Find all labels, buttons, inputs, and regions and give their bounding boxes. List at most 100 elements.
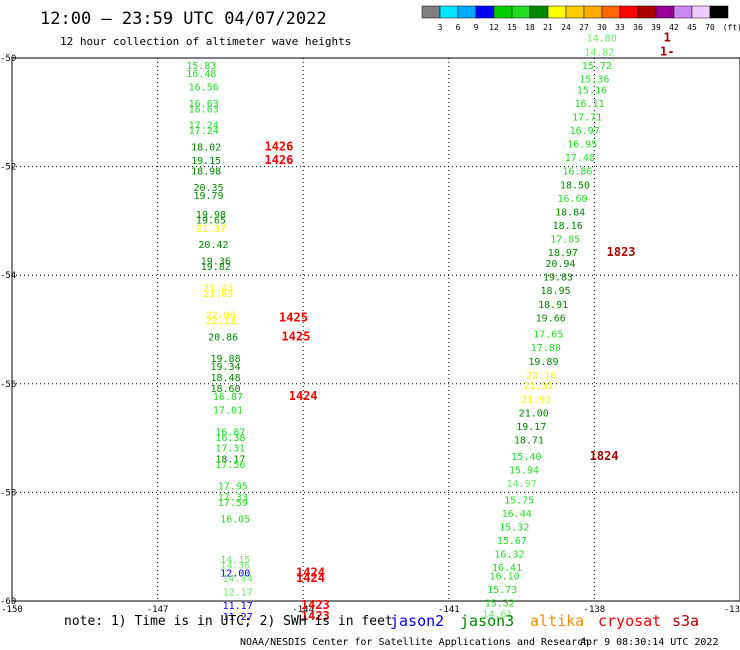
wave-height-label: 15.73 [487,585,517,596]
wave-height-label: 15.83 [186,61,216,72]
wave-height-label: 18.84 [555,207,585,218]
pass-time-labels: 1426142614251425142414241424142314231823… [264,31,674,623]
satellite-name-altika: altika [530,612,584,630]
color-swatch [583,5,603,19]
color-scale-label: 6 [456,23,461,32]
wave-height-label: 19.79 [194,191,224,202]
color-scale-label: 33 [615,23,625,32]
wave-height-label: 15.32 [499,522,529,533]
color-scale-label: 70 [705,23,715,32]
color-swatch [547,5,567,19]
pass-time-label: 1 [664,31,671,45]
y-tick-label: -52 [0,163,16,173]
wave-height-label: 17.31 [215,444,245,455]
wave-height-label: 16.95 [567,140,597,151]
wave-height-label: 19.66 [536,313,566,324]
color-scale-label: 3 [438,23,443,32]
wave-height-label: 18.50 [560,180,590,191]
wave-height-label: 22.06 [206,311,236,322]
chart-title: 12:00 – 23:59 UTC 04/07/2022 [40,9,327,29]
wave-height-label: 16.44 [502,509,532,520]
pass-time-label: 1824 [590,449,619,463]
wave-height-label: 18.48 [210,373,240,384]
wave-height-label: 17.80 [531,343,561,354]
x-tick-label: -150 [1,605,23,615]
wave-height-label: 16.56 [189,83,219,94]
pass-time-label: 1424 [289,389,318,403]
color-scale-label: 15 [507,23,517,32]
wave-height-label: 14.82 [584,47,614,58]
color-scale-unit: (ft) [723,23,740,32]
wave-height-label: 16.11 [574,99,604,110]
wave-height-label: 16.32 [494,550,524,561]
wave-height-label: 14.97 [507,479,537,490]
wave-height-label: 17.95 [218,482,248,493]
x-tick-label: -138 [584,605,606,615]
wave-height-label: 11.27 [223,612,253,623]
wave-height-label: 19.98 [196,210,226,221]
wave-height-label: 16.60 [558,194,588,205]
wave-height-label: 16.38 [215,433,245,444]
wave-height-label: 17.71 [572,112,602,123]
wave-height-label: 18.91 [538,300,568,311]
wave-height-label: 19.89 [528,357,558,368]
wave-height-label: 16.97 [570,126,600,137]
color-swatch [475,5,495,19]
wave-height-label: 18.60 [210,384,240,395]
satellite-name-jason2: jason2 [390,612,444,630]
color-scale-label: 30 [597,23,607,32]
wave-height-label: 22.13 [206,316,236,327]
wave-height-label: 14.36 [220,560,250,571]
wave-height-label: 14.80 [587,34,617,45]
color-scale-label: 12 [489,23,499,32]
satellite-name-cryosat: cryosat [598,612,661,630]
wave-height-label: 21.37 [196,224,226,235]
wave-height-label: 16.86 [562,167,592,178]
wave-height-label: 18.02 [191,142,221,153]
wave-height-label: 16.10 [490,571,520,582]
color-swatch [601,5,621,19]
color-swatch [493,5,513,19]
wave-height-label: 15.72 [582,61,612,72]
color-scale-label: 27 [579,23,589,32]
wave-height-label: 14.61 [482,609,512,620]
color-scale-label: 45 [687,23,697,32]
wave-height-label: 19.17 [516,422,546,433]
y-tick-label: -50 [0,54,16,64]
wave-height-label: 21.31 [524,381,554,392]
wave-height-label: 17.56 [215,460,245,471]
color-swatch [673,5,693,19]
wave-height-label: 15.40 [511,452,541,463]
wave-height-label: 18.98 [191,167,221,178]
x-tick-label: -144 [292,605,314,615]
color-swatch [619,5,639,19]
pass-time-label: 1425 [279,310,308,324]
chart-subtitle: 12 hour collection of altimeter wave hei… [60,35,351,48]
color-swatch [709,5,729,19]
wave-height-label: 15.67 [497,536,527,547]
satellite-legend: jason2 jason3 altika cryosat s3a [390,612,699,630]
wave-height-label: 19.88 [210,354,240,365]
pass-time-label: 1- [660,44,674,58]
wave-height-label: 18.17 [215,455,245,466]
wave-height-label: 17.65 [533,330,563,341]
wave-height-label: 17.24 [189,121,219,132]
color-swatch [565,5,585,19]
wave-height-label: 20.42 [198,240,228,251]
y-tick-label: -54 [0,271,16,281]
wave-height-label: 15.36 [579,74,609,85]
color-swatch [439,5,459,19]
wave-height-label: 18.97 [548,248,578,259]
wave-height-label: 17.01 [213,406,243,417]
color-swatch [637,5,657,19]
color-scale-label: 39 [651,23,661,32]
wave-height-label: 16.48 [186,69,216,80]
wave-height-label: 12.17 [223,588,253,599]
color-swatch [655,5,675,19]
wave-height-label: 15.32 [485,598,515,609]
color-scale-label: 18 [525,23,535,32]
axis-tick-labels: -50 -52 -54 -56 -58 -60-150 -147 -144 -141 -138 -1… [0,54,740,615]
pass-time-label: 1424 [296,571,325,585]
